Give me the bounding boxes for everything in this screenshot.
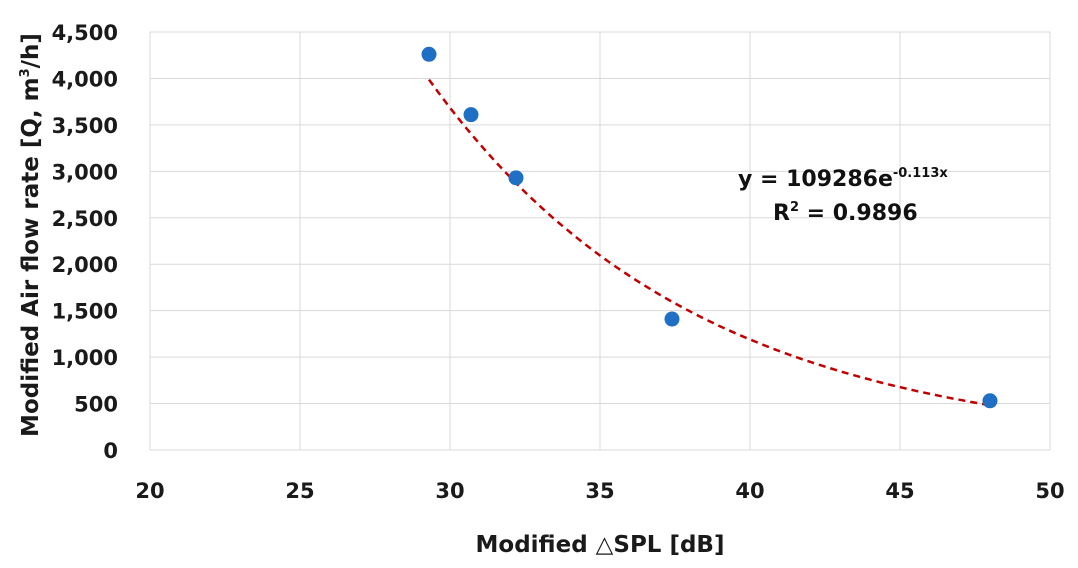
equation-main: y = 109286e <box>738 167 893 192</box>
y-tick-label: 1,500 <box>52 300 118 324</box>
y-tick-label: 4,000 <box>52 67 118 91</box>
x-tick-label: 50 <box>1035 479 1064 503</box>
x-axis-title-prefix: Modified <box>476 532 596 558</box>
x-axis-ticks: 20 25 30 35 40 45 50 <box>135 479 1064 503</box>
r2-exponent: 2 <box>790 200 799 215</box>
y-tick-label: 4,500 <box>52 21 118 45</box>
data-points <box>421 46 998 409</box>
data-point <box>508 170 524 186</box>
y-axis-title-suffix: /h] <box>18 33 44 68</box>
x-tick-label: 35 <box>585 479 614 503</box>
y-axis-ticks: 0 500 1,000 1,500 2,000 2,500 3,000 3,500 4,000 4… <box>52 21 118 463</box>
delta-symbol: △ <box>596 532 614 558</box>
x-tick-label: 45 <box>885 479 914 503</box>
trendline <box>427 78 991 407</box>
grid <box>149 31 1051 451</box>
y-axis-title-prefix: Modified Air flow rate [Q, m <box>18 77 44 437</box>
r2-prefix: R <box>773 201 790 226</box>
y-tick-label: 2,000 <box>52 253 118 277</box>
data-point <box>463 107 479 123</box>
y-axis-title-exponent: 3 <box>18 68 33 77</box>
trendline-r-squared: R2 = 0.9896 <box>773 200 918 226</box>
x-tick-label: 20 <box>135 479 164 503</box>
y-tick-label: 3,000 <box>52 160 118 184</box>
y-tick-label: 1,000 <box>52 346 118 370</box>
data-point <box>664 311 680 327</box>
data-point <box>982 393 998 409</box>
y-tick-label: 500 <box>74 393 118 417</box>
y-tick-label: 3,500 <box>52 114 118 138</box>
trendline-equation: y = 109286e-0.113x <box>738 166 948 192</box>
x-tick-label: 30 <box>435 479 464 503</box>
x-axis-title: Modified △SPL [dB] <box>476 532 725 558</box>
x-tick-label: 40 <box>735 479 764 503</box>
r2-value: = 0.9896 <box>799 201 918 226</box>
x-tick-label: 25 <box>285 479 314 503</box>
y-axis-title: Modified Air flow rate [Q, m3/h] <box>18 33 44 437</box>
y-tick-label: 2,500 <box>52 207 118 231</box>
x-axis-title-suffix: SPL [dB] <box>613 532 724 558</box>
equation-exponent: -0.113x <box>893 166 949 181</box>
y-tick-label: 0 <box>103 439 118 463</box>
data-point <box>421 46 437 62</box>
